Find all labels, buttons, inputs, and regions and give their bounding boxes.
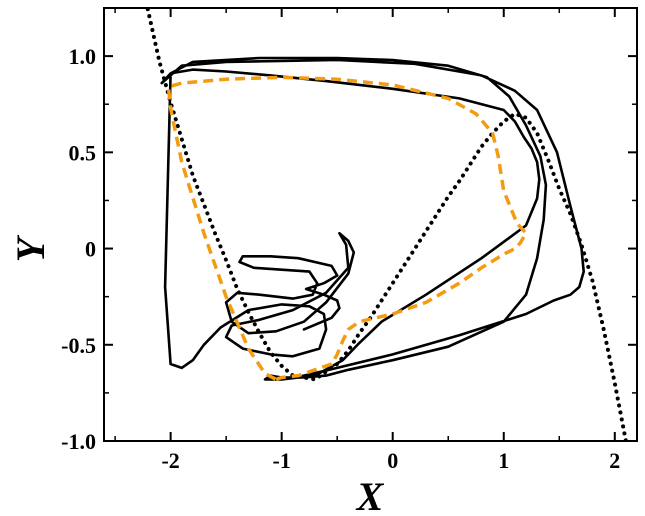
plot-background — [104, 8, 637, 441]
y-tick-label: -0.5 — [61, 333, 96, 358]
y-tick-label: 0 — [85, 237, 96, 262]
x-tick-label: 2 — [609, 448, 620, 473]
x-tick-label: 1 — [498, 448, 509, 473]
plot-frame — [103, 7, 638, 442]
y-axis-title: Y — [8, 234, 53, 262]
series-1-solid-trajectory — [160, 56, 585, 381]
x-tick-label: -1 — [273, 448, 291, 473]
y-tick-label: 1.0 — [69, 44, 97, 69]
series-0-dotted-cubic-nullcline — [145, 8, 628, 441]
series-2-dashed-trajectory — [166, 75, 528, 382]
x-tick-label: -2 — [161, 448, 179, 473]
x-tick-label: 0 — [387, 448, 398, 473]
series-layer — [145, 8, 628, 441]
ticks-layer: -2 -1 0 1 2 -1.0 -0.5 0 0.5 1.0 — [61, 8, 637, 473]
x-axis-title: X — [355, 474, 385, 516]
y-tick-label: 0.5 — [69, 140, 97, 165]
y-tick-label: -1.0 — [61, 429, 96, 454]
